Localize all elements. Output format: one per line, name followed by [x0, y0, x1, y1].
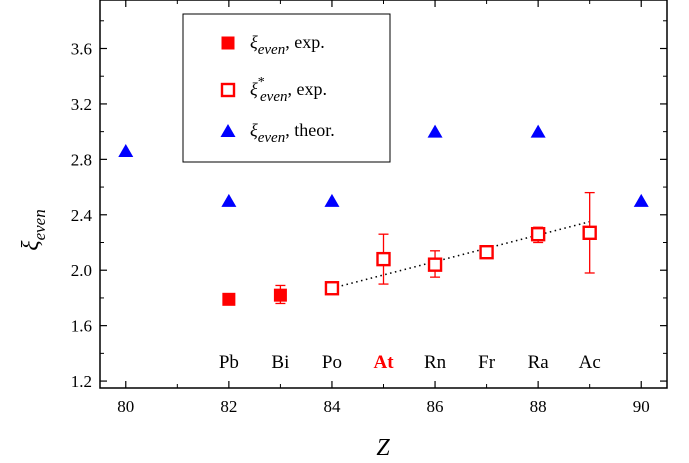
legend-label-exp_filled: ξeven, exp. [250, 32, 325, 58]
legend-label-exp_open: ξ* even, exp. [250, 75, 327, 105]
data-point-exp_open [324, 281, 340, 296]
y-axis-title: ξeven [18, 209, 49, 250]
element-label-rn: Rn [424, 352, 447, 373]
legend-label-theor: ξeven, theor. [250, 120, 335, 146]
data-point-exp_filled [222, 292, 236, 306]
trend-line [331, 220, 590, 290]
legend-marker-exp_open [220, 82, 236, 98]
x-tick-label: 88 [530, 397, 547, 416]
data-point-theor [324, 193, 340, 207]
x-tick-label: 80 [117, 397, 134, 416]
data-point-exp_open [479, 244, 494, 260]
y-tick-label: 2.4 [71, 206, 93, 225]
legend-item-exp_filled: ξeven, exp. [221, 32, 325, 58]
legend: ξeven, exp. ξ* even, exp. ξeven, theor. [182, 13, 391, 163]
data-point-theor [530, 124, 546, 138]
y-tick-label: 3.2 [71, 95, 92, 114]
x-tick-label: 84 [323, 397, 341, 416]
data-point-exp_open [427, 257, 443, 272]
y-tick-label: 3.6 [71, 40, 92, 59]
data-point-theor [118, 144, 134, 158]
x-tick-label: 90 [633, 397, 650, 416]
legend-marker-theor [220, 124, 236, 137]
element-labels: Pb Bi Po At Rn Fr Ra Ac [219, 352, 601, 373]
data-point-theor [633, 193, 649, 207]
data-point-exp_open [530, 226, 546, 242]
legend-box [182, 13, 391, 163]
x-tick-label: 82 [220, 397, 237, 416]
element-label-pb: Pb [219, 352, 239, 373]
legend-item-theor: ξeven, theor. [220, 120, 335, 146]
element-label-bi: Bi [271, 352, 289, 373]
element-label-ra: Ra [528, 352, 550, 373]
axis-ticks [100, 0, 667, 388]
data-point-exp_open [582, 225, 597, 241]
data-marks [118, 124, 649, 306]
y-tick-label: 2.8 [71, 150, 92, 169]
data-point-theor [221, 193, 237, 207]
x-tick-label: 86 [427, 397, 444, 416]
y-tick-labels: 1.2 1.6 2.0 2.4 2.8 3.2 3.6 [71, 40, 93, 392]
trend-line-group [331, 220, 590, 290]
x-axis-title: Z [376, 435, 390, 461]
data-point-theor [427, 124, 443, 138]
y-tick-label: 1.6 [71, 317, 92, 336]
element-label-fr: Fr [478, 352, 496, 373]
legend-marker-exp_filled [221, 36, 235, 50]
data-point-exp_open [376, 251, 391, 267]
x-tick-labels: 80 82 84 86 88 90 [117, 397, 649, 416]
y-tick-label: 2.0 [71, 261, 92, 280]
element-label-po: Po [322, 352, 342, 373]
legend-item-exp_open: ξ* even, exp. [220, 75, 327, 105]
data-point-exp_filled [273, 288, 287, 302]
element-label-ac: Ac [579, 352, 601, 373]
element-label-at: At [373, 352, 394, 373]
y-tick-label: 1.2 [71, 372, 92, 391]
